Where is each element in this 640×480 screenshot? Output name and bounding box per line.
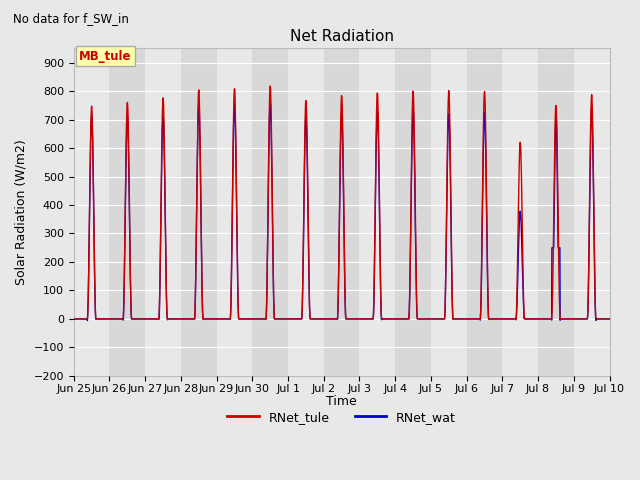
- Bar: [324, 48, 360, 376]
- X-axis label: Time: Time: [326, 395, 357, 408]
- Title: Net Radiation: Net Radiation: [290, 29, 394, 44]
- Bar: [145, 48, 181, 376]
- Bar: [181, 48, 216, 376]
- Bar: [538, 48, 574, 376]
- Legend: RNet_tule, RNet_wat: RNet_tule, RNet_wat: [223, 406, 461, 429]
- Text: MB_tule: MB_tule: [79, 50, 132, 63]
- Bar: [252, 48, 288, 376]
- Bar: [467, 48, 502, 376]
- Bar: [109, 48, 145, 376]
- Bar: [216, 48, 252, 376]
- Bar: [288, 48, 324, 376]
- Bar: [360, 48, 396, 376]
- Bar: [502, 48, 538, 376]
- Bar: [574, 48, 609, 376]
- Bar: [396, 48, 431, 376]
- Y-axis label: Solar Radiation (W/m2): Solar Radiation (W/m2): [15, 139, 28, 285]
- Text: No data for f_SW_in: No data for f_SW_in: [13, 12, 129, 25]
- Bar: [74, 48, 109, 376]
- Bar: [431, 48, 467, 376]
